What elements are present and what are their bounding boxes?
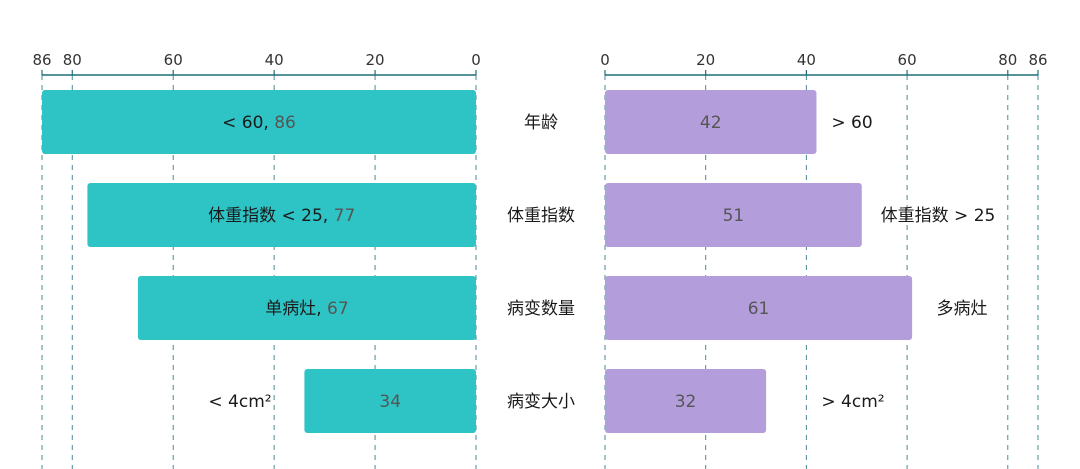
- left-bar-label-text: < 60,: [222, 113, 274, 133]
- left-bar: [87, 183, 476, 247]
- right-tick-label: 40: [797, 51, 816, 69]
- right-bar-value: 32: [675, 392, 697, 412]
- left-tick-label: 60: [164, 51, 183, 69]
- right-bar-value: 51: [723, 206, 745, 226]
- left-tick-label: 86: [32, 51, 51, 69]
- right-tick-label: 0: [600, 51, 610, 69]
- left-bar-label-text: 体重指数 < 25,: [208, 206, 334, 226]
- right-bar-value: 42: [700, 113, 722, 133]
- category-label: 年龄: [524, 113, 558, 133]
- category-label: 病变大小: [507, 392, 575, 412]
- left-bar: [304, 369, 476, 433]
- right-tick-label: 80: [998, 51, 1017, 69]
- left-bar-value: 77: [334, 206, 356, 226]
- left-bar-value: 34: [379, 392, 401, 412]
- category-label: 病变数量: [507, 299, 575, 319]
- right-bar: [605, 276, 913, 340]
- right-bar: [605, 369, 767, 433]
- left-tick-label: 0: [471, 51, 481, 69]
- left-bar-value: 86: [274, 113, 296, 133]
- left-bar-label: 单病灶, 67: [265, 299, 348, 319]
- right-tick-label: 20: [696, 51, 715, 69]
- left-bar-value: 67: [327, 299, 349, 319]
- left-bar: [137, 276, 476, 340]
- left-bar-label: 体重指数 < 25, 77: [208, 206, 355, 226]
- left-bar-label: < 60, 86: [222, 113, 296, 133]
- right-bar: [605, 90, 817, 154]
- right-tick-label: 60: [898, 51, 917, 69]
- left-bar-label: < 4cm²: [208, 392, 271, 412]
- right-bar-label: > 4cm²: [821, 392, 884, 412]
- right-tick-label: 86: [1028, 51, 1047, 69]
- left-tick-label: 40: [265, 51, 284, 69]
- left-tick-label: 20: [366, 51, 385, 69]
- right-bar-value: 61: [748, 299, 770, 319]
- left-tick-label: 80: [63, 51, 82, 69]
- left-bar-label-text: 单病灶,: [265, 299, 327, 319]
- label-layer: 年龄 < 60, 86 42 > 60 体重指数 体重指数 < 25, 77 51 体重指数 …: [208, 113, 995, 412]
- axis-layer: 86 80 60 40 20 0 0 20 40 60 80 86: [32, 51, 1048, 76]
- right-bar-label: 体重指数 > 25: [881, 206, 996, 226]
- left-bar: [42, 90, 476, 154]
- category-label: 体重指数: [507, 206, 575, 226]
- bar-layer: [42, 90, 913, 433]
- right-bar: [605, 183, 862, 247]
- right-bar-label: 多病灶: [937, 299, 988, 319]
- right-bar-label: > 60: [831, 113, 872, 133]
